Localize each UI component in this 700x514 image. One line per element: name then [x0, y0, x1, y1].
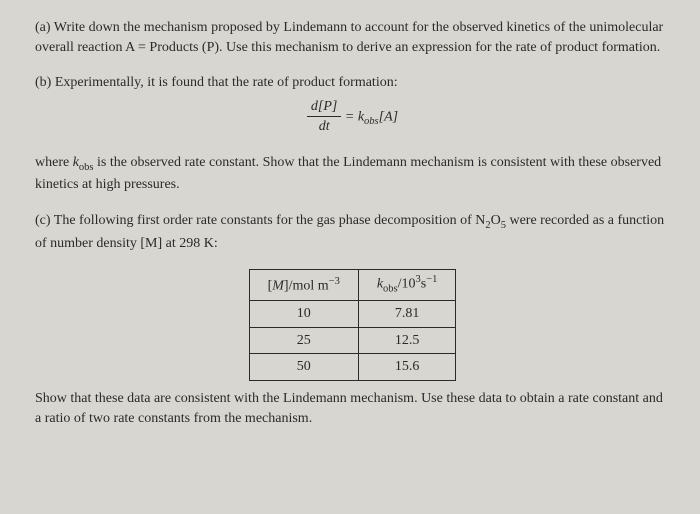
h2-slash: /10	[398, 277, 416, 292]
h2-sup2: −1	[426, 274, 437, 285]
data-table: [M]/mol m−3 kobs/103s−1 10 7.81 25 12.5 …	[249, 269, 457, 381]
part-c-intro: (c) The following first order rate const…	[35, 211, 670, 253]
cell-m-1: 10	[249, 301, 358, 328]
h1-M: M	[272, 278, 284, 293]
bracket-a: [A]	[379, 109, 398, 124]
part-b-followup: where kobs is the observed rate constant…	[35, 153, 670, 195]
cell-k-2: 12.5	[358, 327, 456, 354]
h1-sup: −3	[329, 276, 340, 287]
table-row: 50 15.6	[249, 354, 456, 381]
fraction: d[P] dt	[307, 97, 341, 137]
o-letter: O	[491, 213, 501, 228]
table-header-row: [M]/mol m−3 kobs/103s−1	[249, 270, 456, 301]
cell-k-3: 15.6	[358, 354, 456, 381]
rate-equation: d[P] dt = kobs[A]	[35, 97, 670, 137]
followup-pre: where	[35, 155, 73, 170]
numerator: d[P]	[307, 97, 341, 118]
table-row: 25 12.5	[249, 327, 456, 354]
cell-m-3: 50	[249, 354, 358, 381]
cell-k-1: 7.81	[358, 301, 456, 328]
part-b-intro: (b) Experimentally, it is found that the…	[35, 73, 670, 93]
part-c-line1: (c) The following first order rate const…	[35, 213, 485, 228]
h1-unit: ]/mol m	[284, 278, 329, 293]
kobs-sub: obs	[79, 162, 94, 173]
part-b-section: (b) Experimentally, it is found that the…	[35, 73, 670, 137]
header-col2: kobs/103s−1	[358, 270, 456, 301]
followup-post: is the observed rate constant. Show that…	[35, 155, 661, 192]
obs-subscript: obs	[364, 116, 379, 127]
h2-obs: obs	[383, 284, 398, 295]
part-a-text: (a) Write down the mechanism proposed by…	[35, 18, 670, 57]
final-text: Show that these data are consistent with…	[35, 389, 670, 428]
equals: =	[345, 109, 358, 124]
cell-m-2: 25	[249, 327, 358, 354]
table-row: 10 7.81	[249, 301, 456, 328]
header-col1: [M]/mol m−3	[249, 270, 358, 301]
denominator: dt	[307, 117, 341, 137]
